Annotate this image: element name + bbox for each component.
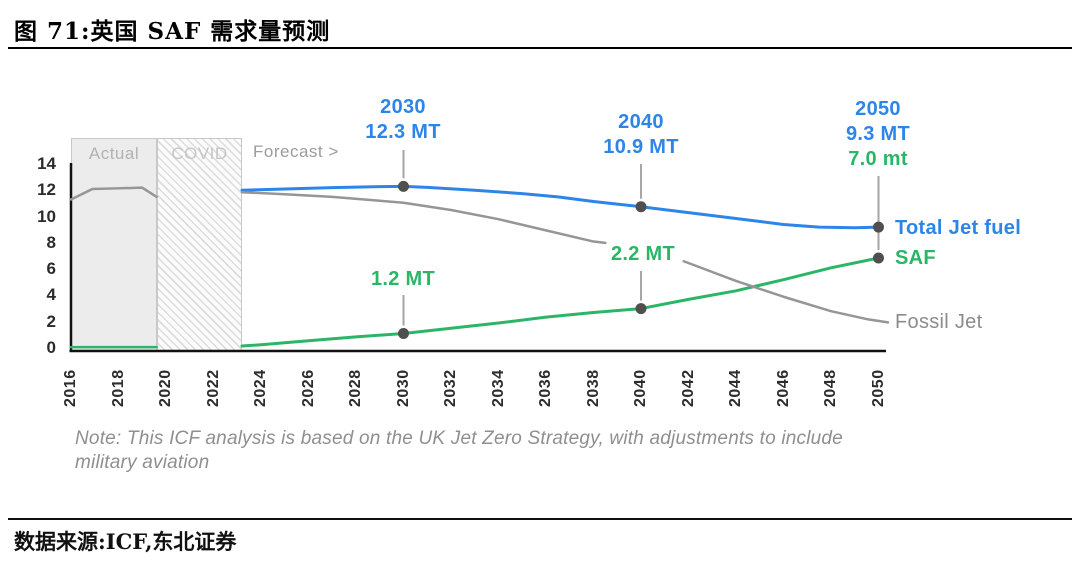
- y-tick-label: 8: [46, 232, 56, 252]
- x-tick-label: 2044: [727, 369, 744, 407]
- annotation-2030-total-value: 12.3 MT: [365, 121, 441, 143]
- data-point-dot: [635, 201, 647, 213]
- annotation-2040-total-value: 10.9 MT: [603, 136, 679, 158]
- data-point-dot: [873, 221, 884, 233]
- chart-note: Note: This ICF analysis is based on the …: [75, 427, 843, 475]
- annotation-2050-saf-value: 7.0 mt: [848, 148, 908, 170]
- data-point-dot: [635, 303, 647, 315]
- annotation-2030: 2030 12.3 MT: [338, 95, 468, 145]
- annotation-saf-2040-value: 2.2 MT: [610, 243, 676, 265]
- x-tick-label: 2032: [442, 369, 459, 407]
- figure-title: 图 71:英国 SAF 需求量预测: [14, 18, 331, 45]
- legend-saf: SAF: [895, 247, 936, 269]
- x-tick-label: 2030: [394, 369, 412, 407]
- x-tick-label: 2042: [679, 369, 697, 407]
- x-tick-label: 2038: [584, 369, 602, 407]
- x-tick-label: 2034: [489, 369, 507, 407]
- annotation-2050-total-value: 9.3 MT: [845, 123, 911, 145]
- x-tick-label: 2024: [252, 369, 269, 407]
- x-tick-label: 2026: [299, 369, 317, 407]
- data-point-dot: [873, 252, 884, 264]
- annotation-saf-2030-value: 1.2 MT: [370, 268, 436, 290]
- y-tick-label: 6: [46, 259, 56, 279]
- data-point-dot: [398, 328, 409, 340]
- x-tick-label: 2018: [109, 369, 127, 407]
- y-tick-label: 2: [46, 311, 56, 331]
- data-point-dot: [398, 180, 409, 192]
- x-tick-label: 2046: [774, 369, 792, 407]
- series-line-fossil-jet: [240, 191, 607, 245]
- y-tick-label: 14: [37, 153, 56, 173]
- chart-canvas: [69, 150, 890, 353]
- title-divider: [8, 47, 1072, 49]
- covid-region: COVID: [157, 138, 242, 351]
- x-tick-label: 2050: [869, 369, 887, 407]
- y-tick-label: 4: [46, 285, 56, 305]
- source-divider: [8, 518, 1072, 520]
- series-line-saf: [240, 256, 880, 348]
- x-tick-label: 2028: [347, 369, 364, 407]
- data-source: 数据来源:ICF,东北证券: [14, 529, 237, 554]
- annotation-2050-year: 2050: [855, 98, 901, 120]
- y-tick-label: 10: [37, 206, 56, 226]
- x-tick-label: 2040: [632, 369, 649, 407]
- y-tick-label: 0: [46, 338, 56, 357]
- series-line-actual-jet-fuel: [69, 186, 158, 201]
- x-tick-label: 2020: [157, 369, 174, 407]
- x-tick-label: 2022: [204, 369, 222, 407]
- annotation-2050: 2050 9.3 MT 7.0 mt: [813, 97, 943, 172]
- x-tick-label: 2036: [537, 369, 554, 407]
- covid-region-label: COVID: [171, 144, 228, 163]
- y-tick-label: 12: [37, 180, 56, 200]
- x-tick-label: 2048: [822, 369, 839, 407]
- legend-total-jet-fuel: Total Jet fuel: [895, 217, 1022, 239]
- series-line-total-jet-fuel: [240, 184, 880, 230]
- annotation-2040: 2040 10.9 MT: [576, 110, 706, 160]
- saf-demand-chart: Actual COVID Forecast > 2030 12.3 MT 204…: [0, 50, 1080, 510]
- forecast-region-label: Forecast >: [253, 142, 339, 161]
- chart-note-line2: military aviation: [75, 452, 210, 473]
- annotation-2030-year: 2030: [380, 96, 426, 118]
- series-line-fossil-jet: [682, 260, 890, 324]
- annotation-2040-year: 2040: [618, 111, 664, 133]
- actual-region: Actual: [71, 138, 157, 351]
- x-tick-label: 2016: [62, 369, 79, 407]
- actual-region-label: Actual: [88, 144, 140, 163]
- legend-fossil-jet: Fossil Jet: [895, 311, 983, 333]
- chart-note-line1: Note: This ICF analysis is based on the …: [75, 428, 843, 449]
